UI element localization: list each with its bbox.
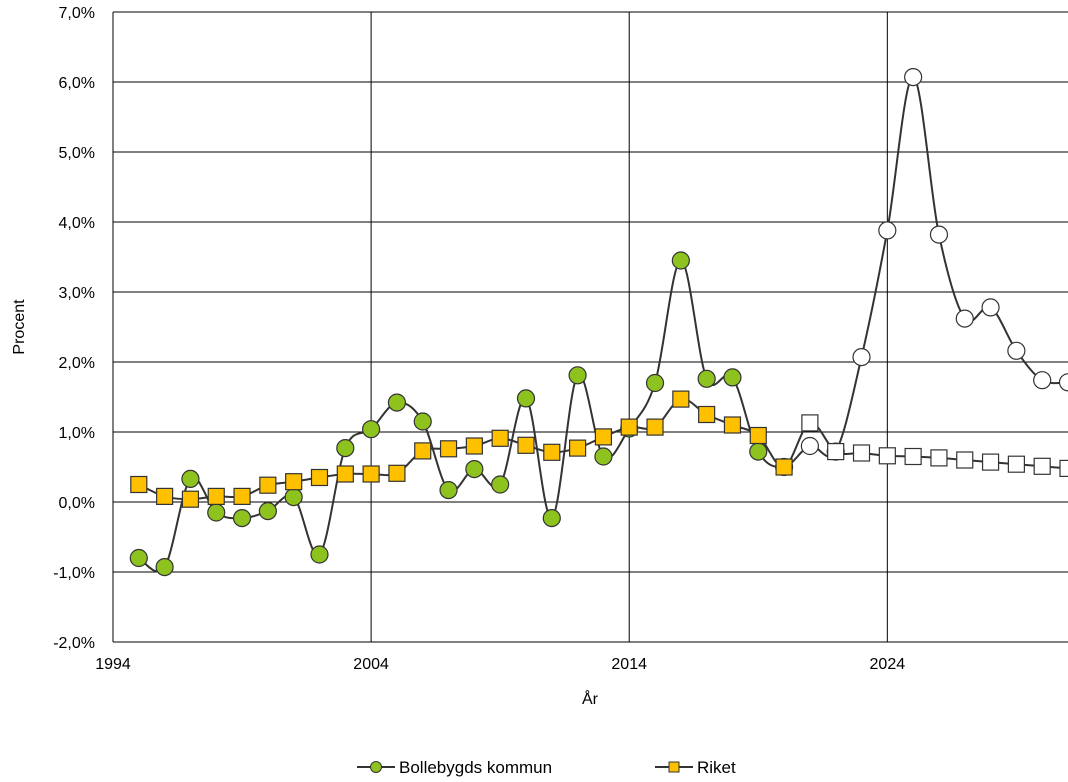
data-point-square	[310, 468, 329, 487]
series-layer	[129, 67, 1068, 577]
data-point-circle	[310, 545, 329, 564]
data-point-square	[414, 442, 432, 460]
data-point-square	[156, 487, 174, 505]
data-point-circle	[413, 412, 432, 431]
y-axis-title: Procent	[11, 299, 28, 355]
y-tick-label: 3,0%	[59, 285, 95, 302]
data-point-circle	[258, 502, 277, 521]
y-tick-label: 0,0%	[59, 495, 95, 512]
data-point-circle	[929, 225, 949, 244]
y-tick-label: 2,0%	[59, 355, 95, 372]
y-tick-label: -2,0%	[53, 635, 95, 652]
data-point-square	[491, 429, 509, 447]
data-point-circle	[465, 460, 484, 479]
data-point-circle	[542, 508, 561, 528]
data-point-square	[130, 475, 148, 494]
data-point-circle	[594, 447, 613, 466]
data-point-circle	[723, 368, 742, 387]
legend-marker-circle	[370, 761, 382, 773]
data-point-circle	[284, 488, 303, 507]
y-tick-label: 4,0%	[59, 215, 95, 232]
y-tick-label: 6,0%	[59, 75, 95, 92]
data-point-square	[543, 443, 561, 461]
data-point-circle	[181, 469, 200, 488]
data-point-square	[930, 449, 948, 467]
data-point-circle	[800, 436, 819, 456]
data-point-circle	[1058, 373, 1068, 392]
y-tick-label: 1,0%	[59, 425, 95, 442]
data-point-circle	[568, 366, 587, 385]
data-point-square	[749, 426, 767, 445]
data-point-circle	[1033, 371, 1052, 390]
data-point-square	[956, 451, 974, 469]
data-point-circle	[955, 309, 974, 328]
data-point-square	[568, 439, 587, 457]
data-point-square	[672, 390, 690, 408]
data-point-square	[775, 458, 793, 476]
data-point-circle	[129, 548, 148, 568]
data-point-square	[465, 437, 483, 455]
data-point-square	[620, 418, 638, 436]
data-point-circle	[749, 442, 768, 461]
data-point-square	[827, 443, 845, 461]
data-point-circle	[878, 221, 897, 240]
data-point-circle	[852, 348, 871, 367]
data-point-square	[336, 465, 354, 483]
legend-marker-square	[668, 761, 680, 773]
data-point-square	[362, 465, 380, 483]
data-point-square	[1007, 455, 1025, 473]
legend: Bollebygds kommun Riket	[357, 758, 736, 777]
data-point-circle	[362, 420, 381, 439]
data-point-circle	[1007, 341, 1026, 360]
y-tick-label: -1,0%	[53, 565, 95, 582]
data-point-square	[207, 487, 225, 505]
legend-label-2: Riket	[697, 758, 736, 777]
data-point-square	[904, 447, 922, 466]
data-point-circle	[904, 67, 923, 87]
data-point-circle	[336, 439, 355, 458]
data-point-square	[517, 436, 535, 454]
data-point-circle	[155, 557, 174, 577]
data-point-square	[646, 418, 664, 436]
data-point-square	[723, 416, 742, 434]
data-point-circle	[697, 369, 716, 388]
data-point-circle	[645, 373, 665, 393]
data-point-circle	[439, 481, 458, 500]
data-point-square	[878, 447, 896, 465]
data-point-circle	[491, 475, 510, 494]
legend-label-1: Bollebygds kommun	[399, 758, 552, 777]
x-tick-label: 2004	[353, 656, 389, 673]
data-point-square	[388, 464, 406, 482]
y-tick-label: 7,0%	[59, 5, 95, 22]
data-point-square	[981, 453, 1000, 471]
data-point-square	[439, 440, 458, 458]
data-point-square	[285, 473, 303, 491]
x-tick-label: 1994	[95, 656, 131, 673]
data-point-square	[594, 428, 613, 446]
axes: -2,0% -1,0% 0,0% 1,0% 2,0% 3,0% 4,0% 5,0% 6,0% 7,…	[53, 5, 1068, 673]
data-point-circle	[671, 251, 690, 270]
x-axis-title: År	[582, 689, 599, 708]
data-point-circle	[207, 503, 226, 522]
data-point-square	[181, 490, 200, 508]
data-point-square	[801, 414, 819, 432]
data-point-square	[233, 487, 251, 505]
data-point-circle	[232, 508, 252, 528]
data-point-square	[698, 405, 716, 424]
data-point-circle	[981, 298, 1000, 317]
data-point-circle	[387, 393, 407, 412]
x-tick-label: 2014	[611, 656, 647, 673]
data-point-square	[1033, 457, 1051, 475]
x-tick-label: 2024	[870, 656, 906, 673]
y-tick-label: 5,0%	[59, 145, 95, 162]
data-point-square	[1059, 459, 1068, 477]
data-point-circle	[516, 389, 536, 408]
data-point-square	[852, 444, 871, 462]
data-point-square	[259, 476, 277, 494]
